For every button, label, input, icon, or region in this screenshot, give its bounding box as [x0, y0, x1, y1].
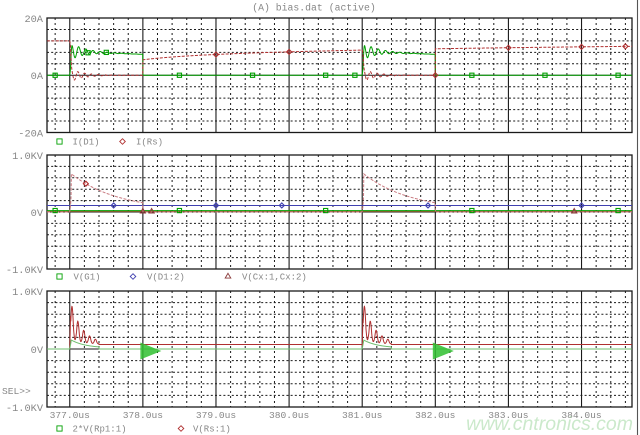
svg-text:-1.0KV: -1.0KV: [6, 265, 44, 277]
svg-text:-1.0KV: -1.0KV: [6, 403, 44, 415]
svg-text:378.0us: 378.0us: [123, 410, 163, 421]
svg-text:382.0us: 382.0us: [415, 410, 455, 421]
svg-text:379.0us: 379.0us: [196, 410, 236, 421]
svg-text:377.0us: 377.0us: [50, 410, 90, 421]
svg-text:381.0us: 381.0us: [342, 410, 382, 421]
svg-text:I(D1): I(D1): [73, 138, 100, 148]
svg-text:0V: 0V: [31, 208, 44, 220]
svg-text:20A: 20A: [24, 14, 43, 26]
svg-text:1.0KV: 1.0KV: [12, 287, 44, 299]
svg-text:V(Rs:1): V(Rs:1): [193, 425, 231, 435]
svg-text:V(D1:2): V(D1:2): [147, 273, 185, 283]
svg-text:0A: 0A: [31, 71, 44, 83]
svg-text:V(Cx:1,Cx:2): V(Cx:1,Cx:2): [242, 273, 307, 283]
svg-text:www.cntronics.com: www.cntronics.com: [466, 413, 633, 435]
svg-text:(A) bias.dat (active): (A) bias.dat (active): [252, 3, 375, 14]
svg-text:V(G1): V(G1): [74, 273, 101, 283]
svg-text:380.0us: 380.0us: [269, 410, 309, 421]
svg-text:I(Rs): I(Rs): [136, 138, 163, 148]
svg-text:0V: 0V: [31, 345, 44, 357]
svg-text:SEL>>: SEL>>: [2, 386, 31, 397]
svg-text:2*V(Rp1:1): 2*V(Rp1:1): [73, 425, 127, 435]
svg-text:1.0KV: 1.0KV: [12, 151, 44, 163]
svg-text:-20A: -20A: [18, 129, 44, 141]
